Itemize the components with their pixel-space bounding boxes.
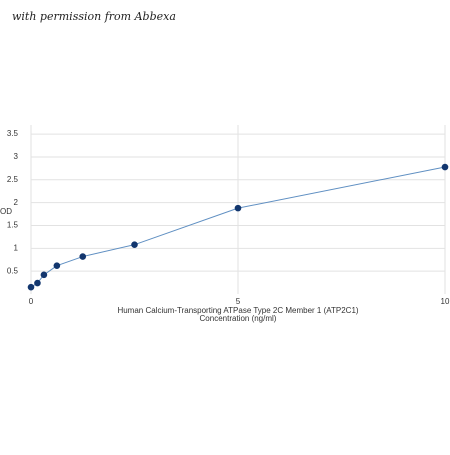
data-point xyxy=(34,279,41,287)
x-tick-label: 10 xyxy=(441,297,450,306)
data-point xyxy=(234,204,242,212)
y-tick-label: 2 xyxy=(14,198,19,207)
y-axis-label: OD xyxy=(0,207,12,216)
data-point xyxy=(131,241,138,248)
y-tick-label: 1.5 xyxy=(7,221,19,230)
data-point xyxy=(441,163,449,171)
data-point xyxy=(53,262,61,269)
y-tick-label: 0.5 xyxy=(7,266,19,275)
x-tick-label: 0 xyxy=(29,297,34,306)
x-tick-label: 5 xyxy=(236,297,241,306)
x-axis-label: Concentration (ng/ml) xyxy=(200,314,277,323)
y-tick-label: 2.5 xyxy=(7,175,19,184)
x-axis-label: Human Calcium-Transporting ATPase Type 2… xyxy=(117,306,358,315)
data-point xyxy=(27,283,35,291)
y-tick-label: 1 xyxy=(14,243,19,252)
watermark: with permission from Abbexa xyxy=(12,10,176,23)
data-point xyxy=(79,253,87,260)
y-tick-label: 3.5 xyxy=(7,129,19,138)
y-tick-label: 3 xyxy=(14,152,19,161)
data-point xyxy=(40,271,48,279)
